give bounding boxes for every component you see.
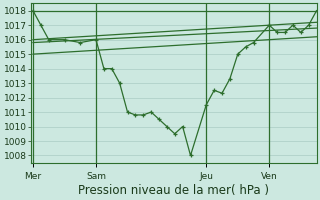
X-axis label: Pression niveau de la mer( hPa ): Pression niveau de la mer( hPa ) [78, 184, 269, 197]
